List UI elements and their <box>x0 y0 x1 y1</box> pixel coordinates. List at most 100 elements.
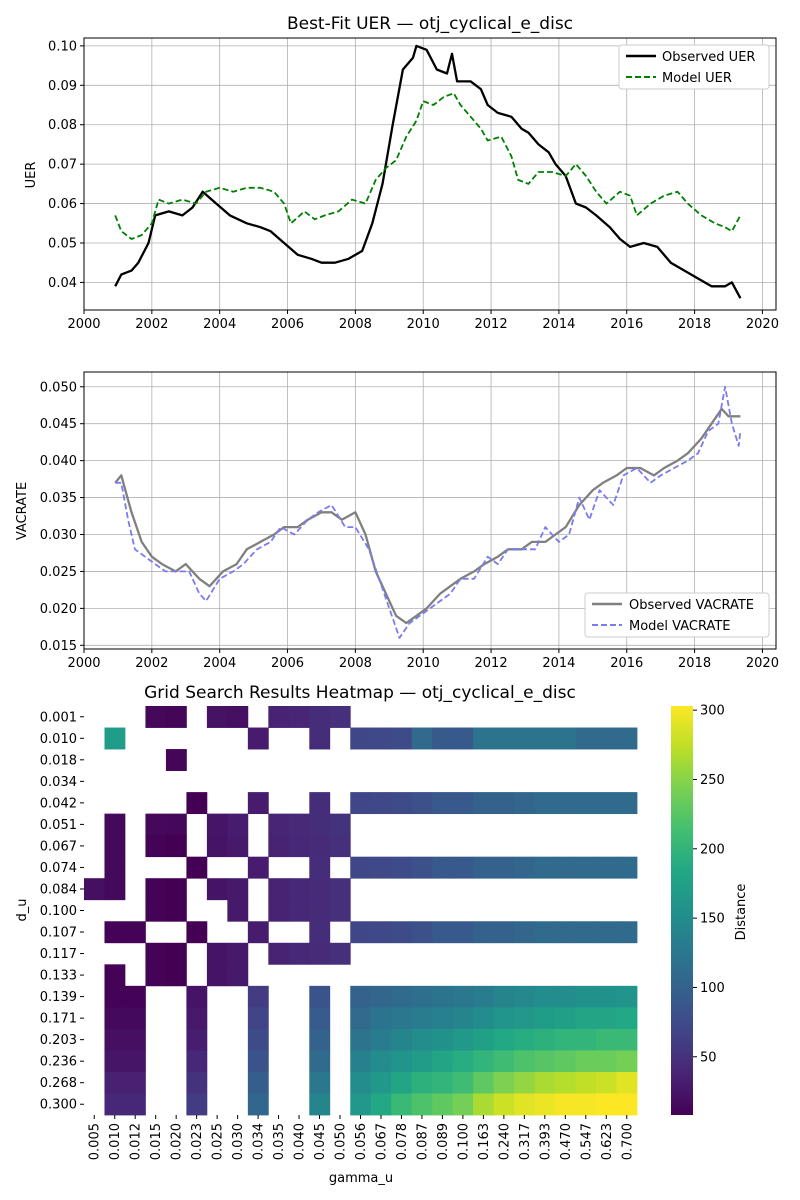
heatmap-cell <box>186 1028 208 1051</box>
uer-series-model-uer <box>114 92 742 240</box>
heatmap-cell <box>329 942 351 965</box>
heatmap-cell <box>473 921 495 944</box>
heatmap-cell <box>247 856 269 879</box>
heatmap-cell <box>350 727 372 750</box>
heatmap-cell <box>411 985 433 1008</box>
heatmap-x-tick-label: 0.623 <box>600 1123 615 1160</box>
colorbar-tick-label: 250 <box>700 773 725 788</box>
heatmap-y-tick-label: 0.107 <box>40 926 77 941</box>
heatmap-cell <box>432 856 454 879</box>
colorbar-tick-label: 150 <box>700 912 725 927</box>
heatmap-cell <box>596 727 617 750</box>
heatmap-x-tick-label: 0.025 <box>211 1123 226 1160</box>
heatmap-cell <box>452 856 474 879</box>
uer-x-tick-label: 2016 <box>610 317 643 332</box>
heatmap-cell <box>145 706 167 728</box>
heatmap-cell <box>514 1007 535 1030</box>
heatmap-cell <box>534 792 556 815</box>
heatmap-cell <box>555 1007 576 1030</box>
heatmap-cell <box>534 921 556 944</box>
heatmap-cell <box>616 1093 638 1116</box>
heatmap-cell <box>288 942 310 965</box>
heatmap-cell <box>104 835 126 858</box>
heatmap-cell <box>411 1071 433 1094</box>
heatmap-cell <box>555 1028 576 1051</box>
uer-series-layer <box>114 44 742 299</box>
heatmap-x-tick-label: 0.393 <box>538 1123 553 1160</box>
heatmap-cell <box>575 792 597 815</box>
heatmap-cell <box>206 835 228 858</box>
heatmap-x-tick-label: 0.317 <box>518 1123 533 1160</box>
heatmap-cell <box>452 792 474 815</box>
colorbar-ticks: 50 100 150 200 250 300 <box>693 704 725 1065</box>
uer-y-tick-label: 0.07 <box>48 158 77 173</box>
heatmap-x-axis-label: gamma_u <box>329 1171 393 1186</box>
heatmap-cell <box>575 985 597 1008</box>
heatmap-cell <box>452 1028 474 1051</box>
heatmap-cell <box>452 727 474 750</box>
heatmap-cell <box>575 1050 597 1073</box>
heatmap-cell <box>391 1007 413 1030</box>
vacrate-x-tick-label: 2014 <box>542 656 575 671</box>
heatmap-cell <box>411 727 433 750</box>
heatmap-cell <box>247 792 269 815</box>
heatmap-y-tick-label: 0.067 <box>40 839 77 854</box>
heatmap-cell <box>186 921 208 944</box>
heatmap-cell <box>493 1071 515 1094</box>
heatmap-cell <box>534 727 556 750</box>
heatmap-cell <box>124 1050 146 1073</box>
uer-legend-model-label: Model UER <box>662 71 732 86</box>
heatmap-cell <box>104 1071 126 1094</box>
heatmap-cell <box>411 1093 433 1116</box>
heatmap-cell <box>391 1071 413 1094</box>
heatmap-y-tick-label: 0.117 <box>40 947 77 962</box>
uer-y-tick-label: 0.10 <box>48 39 77 54</box>
vacrate-x-tick-label: 2012 <box>475 656 508 671</box>
heatmap-cell <box>165 942 187 965</box>
heatmap-cell <box>329 899 351 922</box>
vacrate-x-tick-label: 2016 <box>610 656 643 671</box>
heatmap-cell <box>493 985 515 1008</box>
heatmap-x-tick-label: 0.023 <box>190 1123 205 1160</box>
heatmap-cell <box>370 1050 392 1073</box>
heatmap-x-tick-label: 0.040 <box>293 1123 308 1160</box>
heatmap-cell <box>309 878 331 901</box>
uer-y-tick-label: 0.05 <box>48 236 77 251</box>
colorbar-tick-label: 50 <box>700 1050 717 1065</box>
heatmap-cell <box>104 1050 126 1073</box>
heatmap-cell <box>124 1071 146 1094</box>
uer-legend-box <box>618 44 770 90</box>
vacrate-legend-box <box>584 592 770 638</box>
heatmap-cell <box>124 1093 146 1116</box>
heatmap-cell <box>596 1093 617 1116</box>
vacrate-legend-observed-label: Observed VACRATE <box>629 598 754 613</box>
heatmap-cell <box>432 1071 454 1094</box>
vacrate-y-tick-label: 0.050 <box>40 380 77 395</box>
heatmap-cell <box>104 878 126 901</box>
heatmap-cell <box>227 964 249 987</box>
heatmap-cell <box>534 985 556 1008</box>
heatmap-cell <box>165 964 187 987</box>
heatmap-cell <box>473 1007 495 1030</box>
heatmap-cell <box>165 878 187 901</box>
heatmap-x-tick-label: 0.240 <box>497 1123 512 1160</box>
vacrate-x-tick-label: 2008 <box>339 656 372 671</box>
heatmap-cell <box>452 1050 474 1073</box>
heatmap-x-tick-label: 0.030 <box>231 1123 246 1160</box>
heatmap-title: Grid Search Results Heatmap — otj_cyclic… <box>144 683 576 703</box>
heatmap-x-tick-label: 0.078 <box>395 1123 410 1160</box>
heatmap-cell <box>473 1028 495 1051</box>
heatmap-cell <box>288 878 310 901</box>
heatmap-cell <box>493 1093 515 1116</box>
heatmap-y-tick-label: 0.010 <box>40 732 77 747</box>
heatmap-cells <box>84 706 638 1116</box>
heatmap-x-tick-label: 0.005 <box>88 1123 103 1160</box>
heatmap-cell <box>186 1007 208 1030</box>
heatmap-x-tick-label: 0.100 <box>456 1123 471 1160</box>
heatmap-cell <box>350 1071 372 1094</box>
heatmap-cell <box>452 985 474 1008</box>
heatmap-cell <box>473 727 495 750</box>
uer-series-observed-uer <box>114 44 742 299</box>
heatmap-cell <box>329 706 351 728</box>
heatmap-cell <box>329 835 351 858</box>
